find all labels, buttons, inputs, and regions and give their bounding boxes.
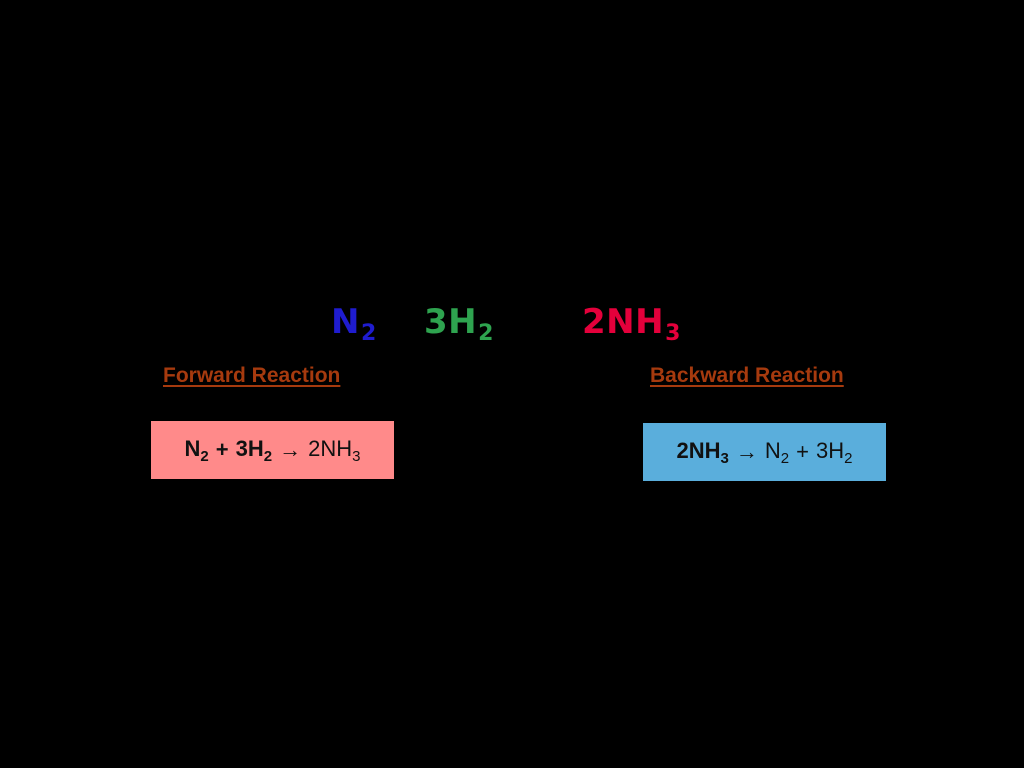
- backward-nh3-symbol: 2NH: [676, 437, 721, 463]
- reactant-h2-coefficient: 3: [424, 302, 449, 342]
- forward-nh3-subscript: 3: [352, 447, 361, 465]
- product-nh3-symbol: NH: [606, 302, 665, 342]
- backward-reaction-heading: Backward Reaction: [650, 364, 844, 387]
- backward-reaction-box: 2NH3 → N2 + 3H2: [643, 423, 886, 481]
- forward-reaction-box: N2 + 3H2 → 2NH3: [151, 421, 394, 479]
- backward-n2-subscript: 2: [780, 449, 790, 467]
- backward-reactant-nh3: 2NH3: [677, 438, 729, 467]
- reactant-n2: N2: [331, 305, 377, 345]
- forward-product-nh3: 2NH3: [308, 436, 360, 465]
- product-nh3-coefficient: 2: [582, 302, 607, 342]
- forward-nh3-symbol: 2NH: [308, 435, 353, 461]
- product-nh3-subscript: 3: [665, 321, 681, 346]
- forward-h2-subscript: 2: [263, 447, 273, 465]
- forward-h2-symbol: 3H: [235, 435, 264, 461]
- backward-h2-subscript: 2: [844, 449, 853, 467]
- forward-reaction-heading: Forward Reaction: [163, 364, 341, 387]
- product-nh3: 2NH3: [582, 305, 681, 345]
- reactant-h2-symbol: H: [448, 302, 478, 342]
- reactant-n2-subscript: 2: [360, 321, 377, 346]
- backward-product-n2: N2: [765, 438, 789, 467]
- forward-plus-sign: +: [215, 437, 229, 462]
- right-arrow-icon: →: [279, 437, 302, 462]
- backward-product-h2: 3H2: [816, 438, 852, 467]
- forward-n2-symbol: N: [184, 435, 201, 461]
- forward-reactant-n2: N2: [185, 436, 209, 465]
- right-arrow-icon: →: [735, 439, 758, 464]
- reactant-h2: 3H2: [424, 305, 494, 345]
- reactant-h2-subscript: 2: [478, 321, 494, 346]
- backward-nh3-subscript: 3: [720, 449, 729, 467]
- backward-h2-symbol: 3H: [815, 437, 845, 463]
- backward-n2-symbol: N: [764, 437, 781, 463]
- forward-reactant-h2: 3H2: [236, 436, 272, 465]
- forward-n2-subscript: 2: [200, 447, 209, 465]
- reactant-n2-symbol: N: [331, 302, 360, 342]
- backward-plus-sign: +: [796, 439, 809, 464]
